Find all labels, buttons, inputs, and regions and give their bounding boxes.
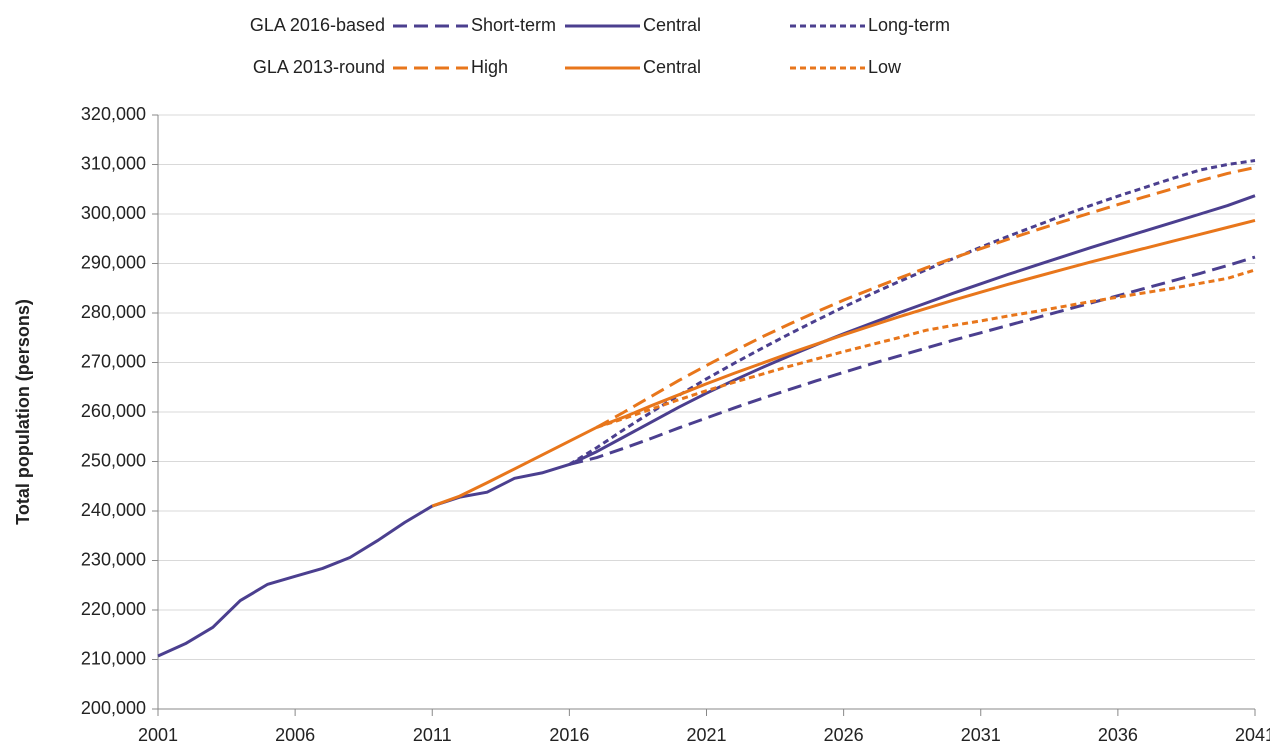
legend-label: Long-term xyxy=(868,15,950,35)
legend-label: Central xyxy=(643,15,701,35)
legend-group-label: GLA 2013-round xyxy=(253,57,385,77)
y-tick-label: 310,000 xyxy=(81,153,146,173)
y-tick-label: 300,000 xyxy=(81,203,146,223)
y-tick-label: 230,000 xyxy=(81,549,146,569)
y-tick-label: 270,000 xyxy=(81,351,146,371)
series-line xyxy=(157,194,1256,658)
legend-label: Low xyxy=(868,57,902,77)
y-tick-label: 240,000 xyxy=(81,500,146,520)
series-line xyxy=(569,255,1256,466)
y-tick-label: 200,000 xyxy=(81,698,146,718)
legend-label: Central xyxy=(643,57,701,77)
series-line xyxy=(596,268,1256,429)
y-tick-label: 250,000 xyxy=(81,450,146,470)
series-line xyxy=(596,166,1256,429)
y-tick-label: 260,000 xyxy=(81,401,146,421)
y-tick-label: 320,000 xyxy=(81,104,146,124)
x-tick-label: 2001 xyxy=(138,725,178,745)
y-axis-label: Total population (persons) xyxy=(13,299,33,525)
y-tick-label: 290,000 xyxy=(81,252,146,272)
legend-group-label: GLA 2016-based xyxy=(250,15,385,35)
x-tick-label: 2016 xyxy=(549,725,589,745)
x-tick-label: 2041 xyxy=(1235,725,1270,745)
x-tick-label: 2011 xyxy=(413,725,452,745)
y-tick-label: 210,000 xyxy=(81,648,146,668)
y-tick-label: 280,000 xyxy=(81,302,146,322)
legend-label: High xyxy=(471,57,508,77)
x-tick-label: 2031 xyxy=(961,725,1001,745)
legend-label: Short-term xyxy=(471,15,556,35)
y-tick-label: 220,000 xyxy=(81,599,146,619)
x-tick-label: 2006 xyxy=(275,725,315,745)
x-tick-label: 2021 xyxy=(686,725,726,745)
x-tick-label: 2036 xyxy=(1098,725,1138,745)
series-line xyxy=(431,218,1256,508)
x-tick-label: 2026 xyxy=(824,725,864,745)
